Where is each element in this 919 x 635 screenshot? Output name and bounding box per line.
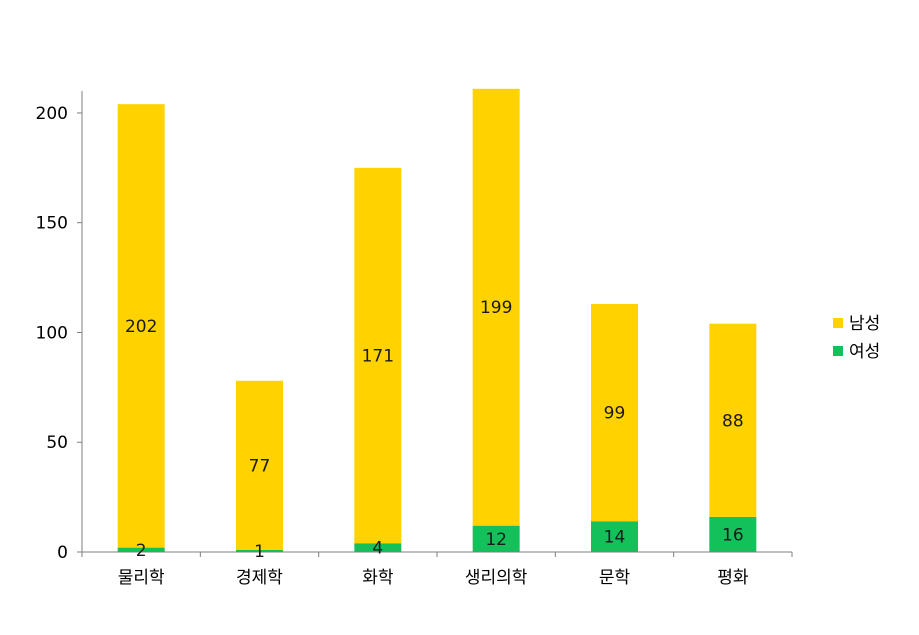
- x-tick-label: 문학: [599, 568, 631, 588]
- data-label: 14: [604, 528, 626, 548]
- data-label: 12: [485, 530, 507, 550]
- bar-segment: [236, 549, 283, 552]
- y-tick-label: 0: [57, 543, 68, 563]
- bar-segment: [591, 521, 638, 552]
- data-label: 99: [604, 404, 626, 424]
- x-tick-label: 경제학: [236, 568, 283, 588]
- data-label: 4: [372, 539, 383, 559]
- bar-segment: [236, 380, 283, 550]
- data-label: 171: [362, 347, 394, 367]
- legend-swatch: [833, 318, 843, 328]
- x-axis-ticks: 물리학 경제학 화학 생리의학 문학 평화: [81, 552, 793, 588]
- legend-label: 남성: [849, 314, 880, 334]
- bar-segment: [591, 303, 638, 522]
- data-label: 202: [125, 317, 157, 337]
- bar-segment: [472, 525, 520, 552]
- bar-segment: [709, 323, 757, 517]
- bar-segment: [117, 547, 165, 552]
- y-tick-label: 200: [36, 104, 68, 124]
- bar-segment: [472, 88, 520, 526]
- data-label: 88: [722, 411, 744, 431]
- y-tick-label: 50: [46, 433, 68, 453]
- data-label: 77: [249, 456, 271, 476]
- bar-segment: [354, 167, 402, 544]
- x-tick-label: 화학: [362, 568, 394, 588]
- y-axis-ticks: 0 50 100 150 200: [36, 104, 82, 563]
- data-label: 16: [722, 525, 744, 545]
- data-labels-layer: 2 202 1 77 4 171 12 199 14 99 16 88: [125, 298, 744, 562]
- bar-segment: [354, 543, 402, 552]
- data-label: 1: [254, 542, 265, 562]
- y-tick-label: 100: [36, 323, 68, 343]
- y-tick-label: 150: [36, 214, 68, 234]
- bar-segment: [709, 516, 757, 552]
- legend-label: 여성: [849, 342, 880, 362]
- x-tick-label: 평화: [717, 568, 749, 588]
- legend-swatch: [833, 346, 843, 356]
- data-label: 2: [136, 541, 147, 561]
- data-label: 199: [480, 298, 512, 318]
- x-tick-label: 물리학: [118, 568, 165, 588]
- bar-segment: [117, 104, 165, 548]
- bars-layer: [117, 88, 757, 552]
- x-tick-label: 생리의학: [465, 568, 528, 588]
